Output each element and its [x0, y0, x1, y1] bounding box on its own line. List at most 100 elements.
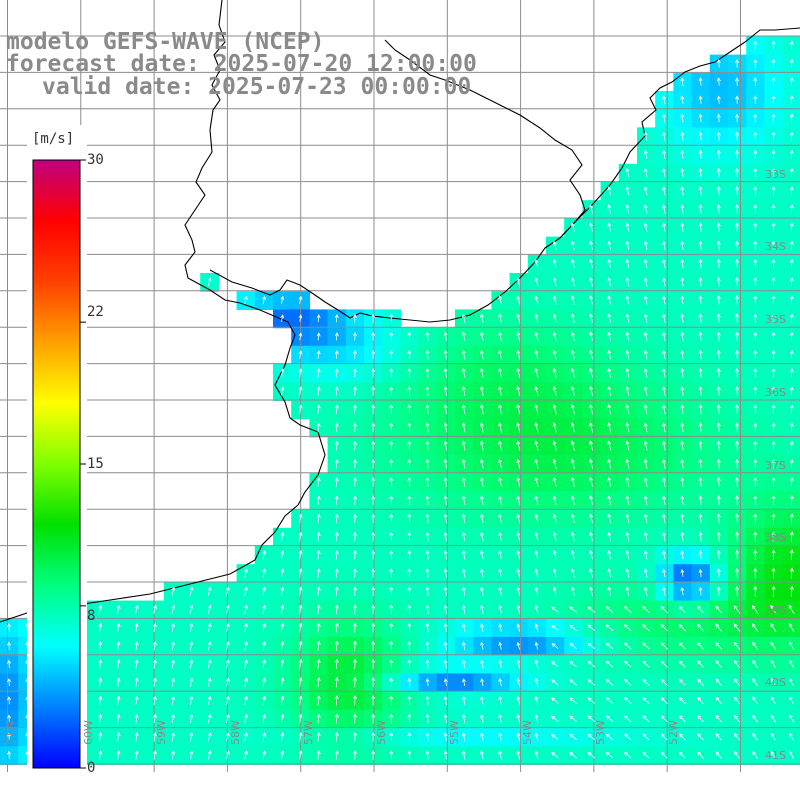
- wind-arrow: [735, 77, 740, 86]
- wind-arrow: [771, 495, 776, 506]
- wind-arrow: [498, 422, 502, 433]
- wind-arrow: [587, 751, 596, 759]
- wind-arrow: [389, 495, 394, 505]
- wind-arrow: [461, 495, 466, 505]
- wind-arrow: [443, 367, 448, 378]
- wind-arrow: [642, 606, 650, 614]
- wind-arrow: [152, 732, 157, 742]
- wind-arrow: [698, 240, 703, 251]
- lon-label: 56W: [375, 720, 388, 745]
- wind-arrow: [498, 403, 502, 415]
- wind-arrow: [389, 313, 394, 323]
- wind-arrow: [571, 568, 575, 578]
- wind-arrow: [570, 404, 575, 415]
- colorbar-gradient: [32, 159, 81, 769]
- wind-arrow: [698, 550, 703, 560]
- wind-arrow: [643, 458, 648, 469]
- wind-arrow: [607, 258, 612, 269]
- wind-arrow: [697, 751, 704, 759]
- wind-arrow: [480, 604, 484, 614]
- wind-arrow: [789, 185, 794, 196]
- wind-arrow: [461, 641, 466, 651]
- wind-arrow: [407, 732, 412, 742]
- wind-arrow: [735, 422, 740, 433]
- wind-arrow: [244, 641, 248, 651]
- wind-arrow: [770, 714, 777, 723]
- wind-arrow: [680, 476, 685, 487]
- lat-label: 36S: [765, 386, 786, 399]
- wind-arrow: [516, 623, 521, 632]
- wind-arrow: [698, 404, 703, 414]
- wind-arrow: [443, 549, 448, 560]
- wind-arrow: [716, 495, 721, 506]
- wind-arrow: [516, 641, 521, 650]
- wind-arrow: [134, 750, 139, 760]
- wind-arrow: [407, 640, 412, 651]
- wind-arrow: [771, 404, 776, 414]
- wind-arrow: [607, 495, 612, 505]
- wind-arrow: [789, 458, 794, 469]
- wind-arrow: [298, 332, 303, 341]
- wind-arrow: [534, 295, 539, 305]
- wind-arrow: [480, 695, 484, 705]
- wind-arrow: [753, 367, 758, 378]
- wind-arrow: [498, 513, 503, 524]
- wind-arrow: [443, 422, 448, 433]
- wind-arrow: [552, 349, 557, 360]
- wind-arrow: [480, 750, 484, 760]
- wind-arrow: [226, 677, 230, 687]
- lat-label: 38S: [765, 531, 786, 544]
- wind-arrow: [662, 204, 667, 214]
- wind-arrow: [171, 732, 176, 742]
- wind-arrow: [389, 349, 394, 360]
- wind-arrow: [262, 659, 267, 669]
- wind-arrow: [716, 386, 721, 396]
- wind-arrow: [587, 715, 596, 723]
- wind-arrow: [443, 331, 448, 342]
- wind-arrow: [280, 640, 285, 651]
- wind-arrow: [316, 622, 321, 633]
- wind-arrow: [480, 349, 484, 360]
- wind-arrow: [171, 750, 176, 760]
- wind-arrow: [262, 695, 267, 706]
- wind-cell: [782, 637, 800, 656]
- wind-cell: [782, 600, 800, 620]
- wind-arrow: [571, 258, 575, 269]
- wind-arrow: [171, 604, 176, 615]
- wind-arrow: [753, 313, 758, 323]
- wind-arrow: [788, 641, 795, 651]
- wind-arrow: [334, 695, 339, 706]
- wind-arrow: [134, 695, 139, 705]
- wind-arrow: [771, 40, 776, 50]
- wind-arrow: [262, 568, 267, 578]
- wind-arrow: [498, 732, 503, 742]
- wind-arrow: [662, 258, 667, 269]
- wind-arrow: [98, 622, 103, 633]
- wind-arrow: [498, 458, 502, 469]
- wind-arrow: [571, 531, 575, 542]
- wind-arrow: [480, 495, 484, 505]
- wind-arrow: [207, 713, 212, 724]
- wind-arrow: [716, 458, 721, 469]
- wind-arrow: [625, 167, 630, 178]
- wind-arrow: [389, 658, 394, 669]
- wind-arrow: [498, 623, 503, 632]
- wind-arrow: [680, 440, 685, 451]
- wind-arrow: [589, 513, 593, 524]
- wind-arrow: [753, 240, 758, 250]
- wind-arrow: [623, 624, 632, 632]
- wind-arrow: [280, 659, 285, 669]
- wind-arrow: [461, 659, 466, 669]
- wind-arrow: [551, 733, 559, 741]
- wind-arrow: [534, 641, 539, 650]
- wind-arrow: [678, 678, 686, 686]
- wind-arrow: [443, 750, 448, 760]
- wind-arrow: [716, 331, 721, 342]
- wind-arrow: [352, 477, 357, 487]
- wind-arrow: [352, 331, 357, 341]
- wind-arrow: [607, 331, 612, 342]
- wind-arrow: [642, 678, 650, 686]
- wind-arrow: [625, 568, 630, 578]
- wind-arrow: [735, 95, 740, 104]
- wind-arrow: [624, 697, 632, 704]
